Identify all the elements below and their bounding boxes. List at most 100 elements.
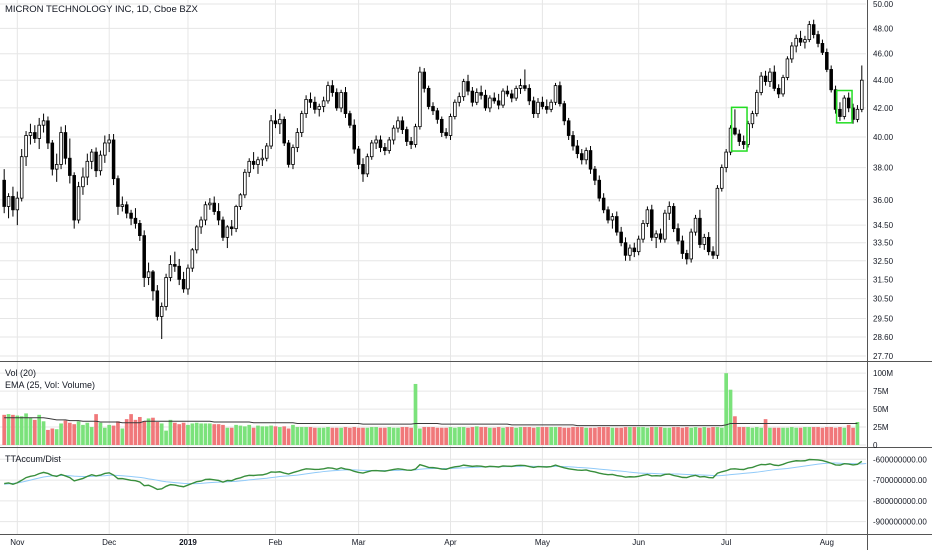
- time-tick-8[interactable]: Jul: [721, 538, 731, 547]
- time-tick-5[interactable]: Apr: [444, 538, 457, 547]
- volume-bar-84: [369, 427, 374, 445]
- candle-body-30: [133, 217, 138, 224]
- candle-113: [496, 93, 501, 110]
- candle-157: [689, 228, 693, 263]
- volume-tick-1[interactable]: 75M: [873, 387, 889, 396]
- price-tick-13[interactable]: 29.50: [873, 314, 894, 323]
- candle-body-95: [418, 71, 422, 128]
- candle-body-19: [85, 160, 90, 178]
- candle-46: [203, 201, 208, 226]
- candle-45: [199, 216, 203, 234]
- volume-bar-85: [374, 427, 378, 445]
- price-tick-10[interactable]: 32.50: [873, 257, 894, 266]
- accum-tick-1[interactable]: -700000000.00: [873, 476, 927, 485]
- candle-51: [225, 225, 230, 249]
- candle-30: [133, 208, 138, 229]
- candle-85: [374, 135, 378, 150]
- candle-body-93: [409, 141, 413, 145]
- candle-26: [116, 175, 120, 215]
- price-tick-3[interactable]: 44.00: [873, 76, 894, 85]
- candle-body-153: [671, 206, 676, 230]
- candle-body-117: [514, 87, 518, 99]
- price-tick-1[interactable]: 48.00: [873, 24, 894, 33]
- price-tick-11[interactable]: 31.50: [873, 275, 894, 284]
- price-tick-9[interactable]: 33.50: [873, 239, 894, 248]
- candle-body-4: [19, 156, 24, 199]
- volume-bar-6: [28, 417, 33, 445]
- volume-tick-0[interactable]: 100M: [873, 369, 893, 378]
- time-tick-7[interactable]: Jun: [632, 538, 645, 547]
- accum-main-line: [4, 458, 863, 491]
- time-tick-0[interactable]: Nov: [10, 538, 24, 547]
- price-candles[interactable]: [2, 19, 864, 340]
- accum-tick-3[interactable]: -900000000.00: [873, 518, 927, 527]
- candle-body-193: [846, 97, 851, 109]
- price-tick-2[interactable]: 46.00: [873, 50, 894, 59]
- volume-legend[interactable]: Vol (20): [5, 368, 37, 378]
- candle-body-58: [256, 159, 260, 165]
- candle-body-6: [28, 132, 33, 136]
- candle-body-116: [510, 93, 514, 99]
- time-tick-9[interactable]: Aug: [820, 538, 834, 547]
- candle-body-68: [299, 113, 304, 133]
- time-tick-6[interactable]: May: [535, 538, 550, 547]
- candle-body-131: [575, 145, 580, 155]
- candle-body-146: [641, 223, 645, 240]
- accum-axis[interactable]: -600000000.00 -700000000.00 -800000000.00 -…: [873, 455, 927, 526]
- volume-bar-93: [409, 427, 413, 445]
- candle-76: [334, 88, 339, 111]
- time-tick-1[interactable]: Dec: [102, 538, 116, 547]
- volume-bar-61: [269, 425, 273, 445]
- price-tick-4[interactable]: 42.00: [873, 104, 894, 113]
- candle-body-97: [426, 87, 431, 107]
- volume-bar-154: [676, 427, 680, 445]
- volume-bar-135: [593, 427, 597, 445]
- candle-body-10: [46, 120, 50, 144]
- candle-body-167: [733, 127, 737, 135]
- candle-body-102: [448, 116, 453, 136]
- candle-81: [356, 146, 361, 170]
- volume-bar-67: [295, 427, 300, 445]
- price-tick-7[interactable]: 36.00: [873, 196, 894, 205]
- candle-106: [466, 74, 470, 96]
- volume-tick-2[interactable]: 50M: [873, 405, 889, 414]
- time-tick-4[interactable]: Mar: [352, 538, 366, 547]
- volume-axis[interactable]: 100M 75M 50M 25M 0: [873, 369, 893, 450]
- candle-172: [755, 89, 759, 117]
- volume-bar-170: [746, 427, 750, 445]
- price-tick-14[interactable]: 28.60: [873, 333, 894, 342]
- volume-bar-185: [811, 427, 816, 445]
- price-axis[interactable]: 50.00 48.00 46.00 44.00 42.00 40.00 38.00 36.00…: [873, 0, 894, 361]
- candle-181: [794, 34, 798, 53]
- candle-body-41: [181, 278, 186, 290]
- ema-legend[interactable]: EMA (25, Vol: Volume): [5, 380, 96, 390]
- candle-66: [291, 144, 295, 170]
- time-tick-3[interactable]: Feb: [269, 538, 283, 547]
- candle-15: [68, 138, 72, 184]
- volume-tick-4[interactable]: 0: [873, 441, 878, 450]
- volume-bar-62: [273, 426, 278, 445]
- price-tick-0[interactable]: 50.00: [873, 0, 894, 9]
- volume-bar-116: [509, 427, 514, 445]
- accum-tick-2[interactable]: -800000000.00: [873, 497, 927, 506]
- volume-bars[interactable]: [2, 373, 860, 445]
- time-tick-2[interactable]: 2019: [179, 538, 197, 547]
- price-tick-6[interactable]: 38.00: [873, 164, 894, 173]
- candle-60: [264, 142, 269, 162]
- candle-body-156: [685, 253, 689, 260]
- price-tick-15[interactable]: 27.70: [873, 352, 894, 361]
- volume-bar-3: [15, 415, 20, 445]
- volume-tick-3[interactable]: 25M: [873, 423, 889, 432]
- price-tick-5[interactable]: 40.00: [873, 133, 894, 142]
- price-tick-8[interactable]: 34.50: [873, 221, 894, 230]
- candle-122: [536, 98, 540, 118]
- volume-bar-28: [124, 419, 129, 445]
- accum-tick-0[interactable]: -600000000.00: [873, 455, 927, 464]
- candle-body-105: [461, 81, 466, 98]
- candle-183: [803, 35, 807, 49]
- candle-body-42: [186, 267, 190, 290]
- accum-legend[interactable]: TTAccum/Dist: [5, 454, 61, 464]
- price-tick-12[interactable]: 30.50: [873, 295, 894, 304]
- time-axis[interactable]: Nov Dec 2019 Feb Mar Apr May Jun Jul Aug: [10, 538, 834, 547]
